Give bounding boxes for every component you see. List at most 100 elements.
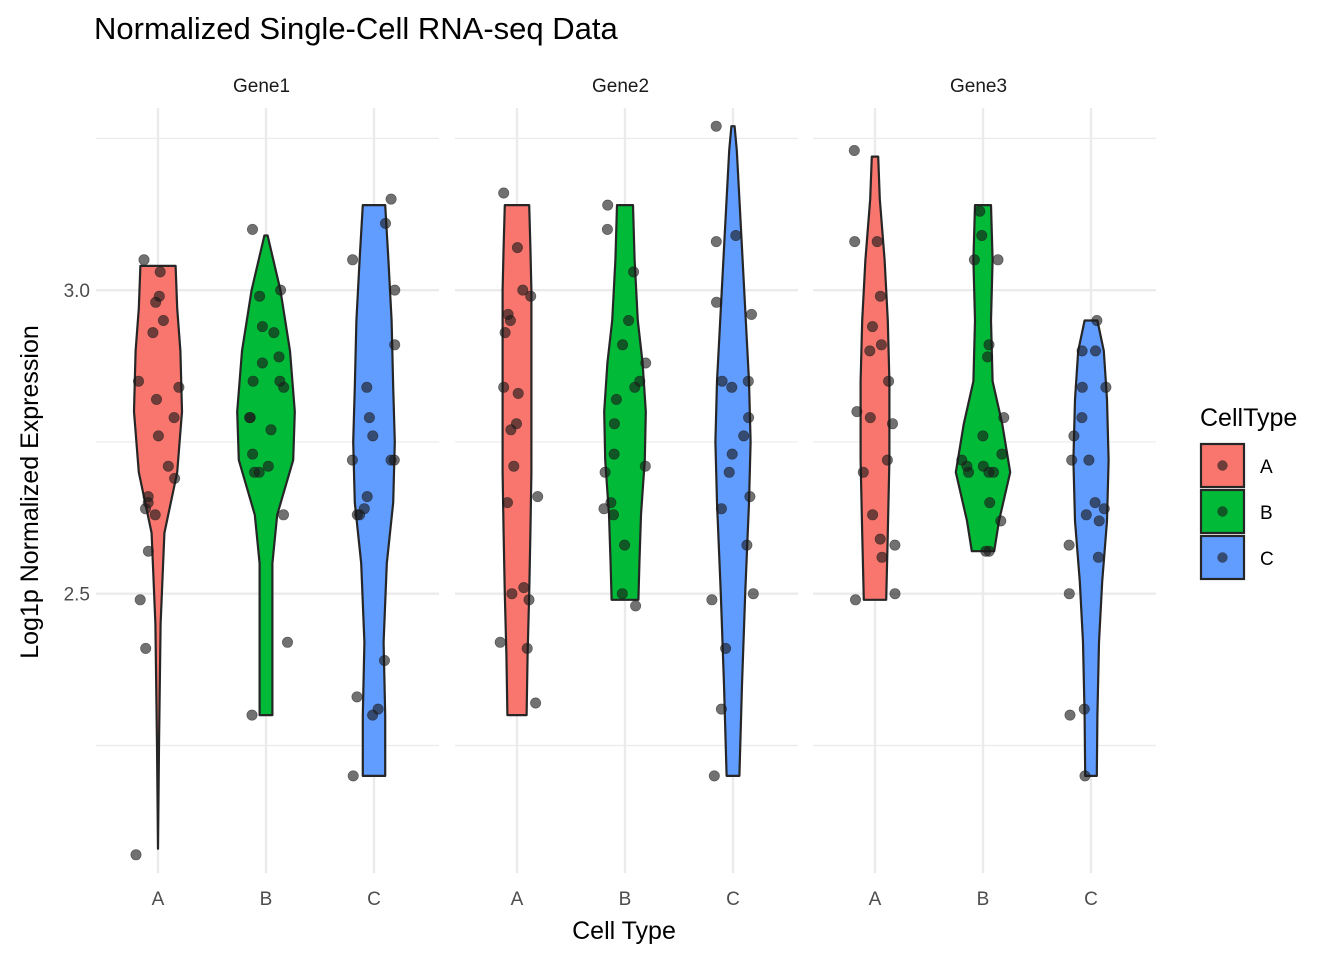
data-point (599, 466, 611, 478)
data-point (744, 491, 756, 503)
data-point (168, 412, 180, 424)
data-point (517, 284, 529, 296)
data-point (518, 582, 530, 594)
data-point (262, 460, 274, 472)
data-point (1098, 503, 1110, 515)
data-point (247, 223, 259, 235)
data-point (623, 314, 635, 326)
x-tick-label-B: B (260, 889, 273, 910)
data-point (147, 327, 159, 339)
data-point (512, 387, 524, 399)
data-point (1068, 430, 1080, 442)
data-point (610, 393, 622, 405)
facet-panels: Gene1 A B C Gene2 A B C Gene3 A B C 2.5 3.0 (64, 76, 1156, 910)
data-point (608, 418, 620, 430)
data-point (998, 412, 1010, 424)
data-point (715, 703, 727, 715)
data-point (521, 642, 533, 654)
data-point (367, 430, 379, 442)
data-point (173, 381, 185, 393)
data-point (743, 412, 755, 424)
legend: CellType A B C (1199, 404, 1297, 581)
data-point (866, 321, 878, 333)
data-point (1091, 314, 1103, 326)
data-point (347, 770, 359, 782)
data-point (265, 424, 277, 436)
data-point (956, 454, 968, 466)
data-point (710, 296, 722, 308)
data-point (499, 327, 511, 339)
data-point (511, 242, 523, 254)
data-point (358, 503, 370, 515)
data-point (715, 503, 727, 515)
data-point (510, 418, 522, 430)
legend-key-point (1217, 506, 1228, 517)
data-point (532, 491, 544, 503)
data-point (385, 454, 397, 466)
data-point (1080, 509, 1092, 521)
violin-Gene3-A (859, 155, 891, 601)
data-point (983, 545, 995, 557)
data-point (607, 509, 619, 521)
facet-label-Gene2: Gene2 (592, 76, 649, 97)
data-point (1092, 551, 1104, 563)
data-point (634, 375, 646, 387)
data-point (273, 351, 285, 363)
data-point (142, 491, 154, 503)
data-point (1093, 515, 1105, 527)
data-point (162, 460, 174, 472)
x-tick-label-A: A (152, 889, 165, 910)
data-point (889, 588, 901, 600)
data-point (133, 375, 145, 387)
data-point (1090, 345, 1102, 357)
data-point (1079, 770, 1091, 782)
data-point (992, 254, 1004, 266)
data-point (875, 339, 887, 351)
data-point (130, 849, 142, 861)
data-point (134, 594, 146, 606)
data-point (138, 254, 150, 266)
data-point (848, 145, 860, 157)
data-point (598, 503, 610, 515)
data-point (363, 412, 375, 424)
data-point (738, 430, 750, 442)
data-point (745, 308, 757, 320)
chart-title: Normalized Single-Cell RNA-seq Data (94, 11, 619, 46)
data-point (602, 199, 614, 211)
data-point (1076, 345, 1088, 357)
data-point (361, 491, 373, 503)
legend-key-point (1217, 460, 1228, 471)
data-point (389, 339, 401, 351)
facet-panel-Gene2: Gene2 A B C (455, 76, 798, 910)
data-point (246, 709, 258, 721)
data-point (1064, 709, 1076, 721)
data-point (1083, 454, 1095, 466)
data-point (857, 466, 869, 478)
data-point (389, 284, 401, 296)
data-point (498, 187, 510, 199)
data-point (619, 539, 631, 551)
data-point (142, 545, 154, 557)
data-point (247, 448, 259, 460)
data-point (502, 308, 514, 320)
violin-Gene3-C (1072, 319, 1110, 778)
data-point (157, 314, 169, 326)
data-point (372, 703, 384, 715)
legend-label-B: B (1260, 503, 1273, 524)
data-point (275, 284, 287, 296)
data-point (851, 406, 863, 418)
data-point (995, 515, 1007, 527)
data-point (708, 770, 720, 782)
data-point (281, 636, 293, 648)
data-point (601, 223, 613, 235)
data-point (378, 654, 390, 666)
data-point (346, 454, 358, 466)
x-tick-label-A: A (511, 889, 524, 910)
data-point (254, 290, 266, 302)
data-point (874, 533, 886, 545)
data-point (268, 327, 280, 339)
data-point (605, 497, 617, 509)
data-point (256, 357, 268, 369)
data-point (996, 448, 1008, 460)
data-point (253, 466, 265, 478)
